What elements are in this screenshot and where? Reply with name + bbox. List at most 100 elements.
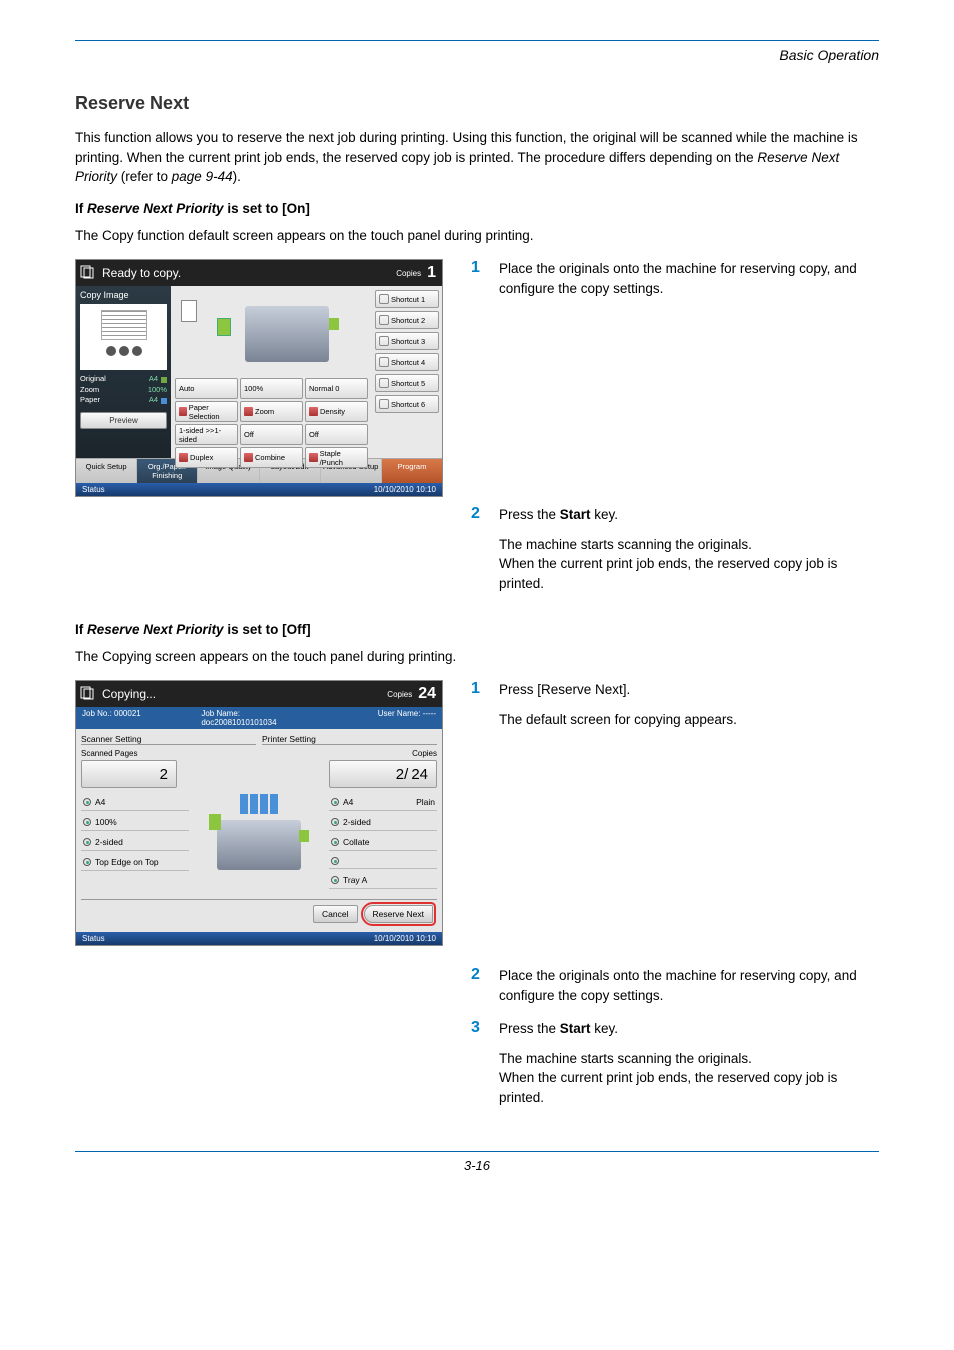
off-para: The Copying screen appears on the touch … <box>75 647 879 667</box>
on-heading: If Reserve Next Priority is set to [On] <box>75 201 879 216</box>
panel2-copies-value: 24 <box>416 685 442 703</box>
user-val: ----- <box>423 709 436 718</box>
prt-a4: A4 <box>343 797 353 807</box>
on-step-1-p: Place the originals onto the machine for… <box>499 259 879 298</box>
scan-2sided: 2-sided <box>95 837 123 847</box>
intro-text: This function allows you to reserve the … <box>75 130 858 165</box>
cell-normal[interactable]: Normal 0 <box>305 378 368 399</box>
cell-staple[interactable]: Staple /Punch <box>305 447 368 468</box>
cancel-button[interactable]: Cancel <box>313 905 357 923</box>
off-head-pre: If <box>75 622 87 637</box>
copies-small-label: Copies <box>329 749 437 758</box>
scan-100: 100% <box>95 817 117 827</box>
preview-button[interactable]: Preview <box>80 412 167 429</box>
jobno-val: 000021 <box>114 709 141 718</box>
off-step-3-num: 3 <box>471 1019 485 1107</box>
shortcut-1[interactable]: Shortcut 1 <box>375 290 439 308</box>
shortcut-2[interactable]: Shortcut 2 <box>375 311 439 329</box>
shortcut-3[interactable]: Shortcut 3 <box>375 332 439 350</box>
user-lbl: User Name: <box>378 709 421 718</box>
off-step-2-num: 2 <box>471 966 485 1005</box>
off-step-3-p2a: The machine starts scanning the original… <box>499 1051 752 1066</box>
ready-to-copy-panel: Ready to copy. Copies 1 Copy Image Origi… <box>75 259 443 497</box>
copy-icon-2 <box>76 686 98 703</box>
off-head-post: is set to [Off] <box>224 622 311 637</box>
cell-off2[interactable]: Off <box>305 424 368 445</box>
meta-zoom-lbl: Zoom <box>80 385 99 396</box>
on-step-2-p2a: The machine starts scanning the original… <box>499 537 752 552</box>
cell-auto[interactable]: Auto <box>175 378 238 399</box>
off-step-1-num: 1 <box>471 680 485 729</box>
jobno-lbl: Job No.: <box>82 709 112 718</box>
tab-quick-setup[interactable]: Quick Setup <box>76 459 137 483</box>
shortcut-5[interactable]: Shortcut 5 <box>375 374 439 392</box>
on-head-post: is set to [On] <box>224 201 310 216</box>
preview-thumbnail <box>80 304 167 370</box>
reserve-next-button[interactable]: Reserve Next <box>364 905 434 923</box>
cell-100[interactable]: 100% <box>240 378 303 399</box>
off-step-3-text: Press the Start key. <box>499 1019 879 1039</box>
cell-density[interactable]: Density <box>305 401 368 422</box>
copies-total: 24 <box>411 766 428 783</box>
intro-tail2: ). <box>233 169 241 184</box>
copies-done: 2/ <box>396 766 409 783</box>
off-step-1-text: Press [Reserve Next]. <box>499 680 737 700</box>
scan-topedge: Top Edge on Top <box>95 857 159 867</box>
copy-image-label: Copy Image <box>80 290 167 300</box>
on-step-2-text: Press the Start key. <box>499 505 879 525</box>
printer-illustration-2 <box>199 794 319 889</box>
cell-1sided[interactable]: 1-sided >>1-sided <box>175 424 238 445</box>
jobname-lbl: Job Name: <box>201 709 240 718</box>
cell-off1[interactable]: Off <box>240 424 303 445</box>
breadcrumb: Basic Operation <box>75 47 879 63</box>
meta-zoom-val: 100% <box>148 385 167 396</box>
off-step-3-p2b: When the current print job ends, the res… <box>499 1070 837 1105</box>
shortcut-4[interactable]: Shortcut 4 <box>375 353 439 371</box>
scanned-pages-label: Scanned Pages <box>81 749 177 758</box>
copying-panel: Copying... Copies 24 Job No.: 000021 Job… <box>75 680 443 946</box>
tab-program[interactable]: Program <box>382 459 442 483</box>
on-step-2-bold: Start <box>560 507 591 522</box>
meta-paper-val: A4 <box>149 395 158 406</box>
prt-tray: Tray A <box>343 875 367 885</box>
off-step-3-bold: Start <box>560 1021 591 1036</box>
on-para: The Copy function default screen appears… <box>75 226 879 246</box>
cell-duplex[interactable]: Duplex <box>175 447 238 468</box>
shortcut-6[interactable]: Shortcut 6 <box>375 395 439 413</box>
prt-collate: Collate <box>343 837 369 847</box>
panel2-copies-label: Copies <box>387 690 416 699</box>
on-step-1-text: Place the originals onto the machine for… <box>499 259 879 298</box>
off-heading: If Reserve Next Priority is set to [Off] <box>75 622 879 637</box>
panel1-copies-value: 1 <box>425 264 442 282</box>
panel1-copies-label: Copies <box>396 269 425 278</box>
scanned-pages-value: 2 <box>81 760 177 788</box>
printer-setting-label: Printer Setting <box>262 734 437 745</box>
meta-paper-lbl: Paper <box>80 395 100 406</box>
jobname-val: doc20081010101034 <box>201 718 276 727</box>
on-step-2-num: 2 <box>471 505 485 593</box>
copy-icon <box>76 265 98 282</box>
copies-progress: 2/ 24 <box>329 760 437 788</box>
off-step-3-para2: The machine starts scanning the original… <box>499 1049 879 1108</box>
printer-illustration <box>175 290 368 378</box>
prt-2sided: 2-sided <box>343 817 371 827</box>
off-step-3-pre: Press the <box>499 1021 560 1036</box>
cell-zoom[interactable]: Zoom <box>240 401 303 422</box>
off-step-2-text: Place the originals onto the machine for… <box>499 966 879 1005</box>
on-step-2-post: key. <box>591 507 619 522</box>
panel1-status[interactable]: Status <box>82 485 105 494</box>
meta-original-val: A4 <box>149 374 158 385</box>
panel2-status[interactable]: Status <box>82 934 105 943</box>
cell-combine[interactable]: Combine <box>240 447 303 468</box>
cell-paper-selection[interactable]: Paper Selection <box>175 401 238 422</box>
intro-tail: (refer to <box>117 169 172 184</box>
on-head-ital: Reserve Next Priority <box>87 201 224 216</box>
off-step-3-post: key. <box>591 1021 619 1036</box>
on-step-2-p2b: When the current print job ends, the res… <box>499 556 837 591</box>
on-step-1-num: 1 <box>471 259 485 298</box>
preview-meta: OriginalA4 Zoom100% PaperA4 <box>80 374 167 406</box>
off-step-1-para2: The default screen for copying appears. <box>499 710 737 730</box>
scanner-list: A4 100% 2-sided Top Edge on Top <box>81 794 189 889</box>
page-number: 3-16 <box>75 1158 879 1173</box>
scan-a4: A4 <box>95 797 105 807</box>
